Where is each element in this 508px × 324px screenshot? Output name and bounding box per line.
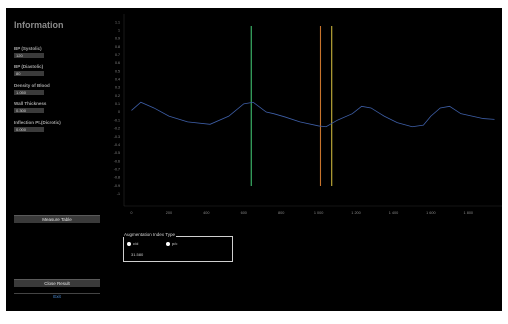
y-tick-label: -0.3 xyxy=(114,135,120,139)
x-tick-label: 1 800 xyxy=(464,211,474,215)
sidebar: Information BP (Systolic) 120 BP (Diasto… xyxy=(6,8,110,311)
information-title: Information xyxy=(14,20,64,30)
y-tick-label: -0.8 xyxy=(114,176,120,180)
radio-pc-label: p/c xyxy=(172,241,178,246)
x-tick-label: 200 xyxy=(166,211,172,215)
augmentation-legend: Augmentation Index Type xyxy=(123,232,176,237)
x-tick-label: 1 000 xyxy=(314,211,324,215)
y-tick-label: 0.4 xyxy=(115,78,120,82)
density-label: Density of Blood xyxy=(14,83,50,88)
y-tick-label: 0.5 xyxy=(115,69,120,73)
y-tick-label: 0.2 xyxy=(115,94,120,98)
wall-thickness-field[interactable]: 0.300 xyxy=(14,108,44,113)
y-tick-label: 1.1 xyxy=(115,20,120,24)
x-tick-label: 1 600 xyxy=(426,211,436,215)
bp-systolic-field[interactable]: 120 xyxy=(14,53,44,58)
augmentation-group xyxy=(123,236,233,262)
y-tick-label: 0 xyxy=(118,110,120,114)
x-tick-label: 1 400 xyxy=(389,211,399,215)
exit-button[interactable]: Exit xyxy=(14,293,100,300)
measure-table-button[interactable]: Measure Table xyxy=(14,215,100,223)
y-tick-label: 0.6 xyxy=(115,61,120,65)
bp-systolic-label: BP (Systolic) xyxy=(14,46,42,51)
y-tick-label: 0.8 xyxy=(115,45,120,49)
y-tick-label: -0.2 xyxy=(114,127,120,131)
radio-cd[interactable] xyxy=(127,242,131,246)
augmentation-value: 31.580 xyxy=(131,252,144,257)
y-tick-label: 0.7 xyxy=(115,53,120,57)
y-tick-label: -0.9 xyxy=(114,184,120,188)
y-tick-label: -1 xyxy=(117,192,120,196)
x-tick-label: 0 xyxy=(130,211,132,215)
radio-pc[interactable] xyxy=(166,242,170,246)
bp-diastolic-label: BP (Diastolic) xyxy=(14,64,44,69)
bp-diastolic-field[interactable]: 80 xyxy=(14,71,44,76)
app-window: Information BP (Systolic) 120 BP (Diasto… xyxy=(6,8,502,311)
y-tick-label: -0.6 xyxy=(114,159,120,163)
close-result-button[interactable]: Close Result xyxy=(14,279,100,287)
y-tick-label: -0.1 xyxy=(114,118,120,122)
chart-svg: 1.1 1 0.9 0.8 0.7 0.6 0.5 0.4 0.3 0.2 0.1 0 -0.1 -0.2… xyxy=(114,14,502,215)
y-tick-label: -0.4 xyxy=(114,143,120,147)
waveform-series xyxy=(131,101,495,128)
waveform-chart: 1.1 1 0.9 0.8 0.7 0.6 0.5 0.4 0.3 0.2 0.1 0 -0.1 -0.2… xyxy=(110,8,502,220)
inflection-label: Inflection Pt.(Dicrotic) xyxy=(14,120,61,125)
y-tick-label: 1 xyxy=(118,29,120,33)
y-tick-label: 0.9 xyxy=(115,37,120,41)
density-field[interactable]: 1.050 xyxy=(14,90,44,95)
radio-cd-label: c/d xyxy=(133,241,139,246)
x-tick-label: 600 xyxy=(241,211,247,215)
y-tick-label: 0.3 xyxy=(115,86,120,90)
inflection-field[interactable]: 0.000 xyxy=(14,127,44,132)
x-tick-label: 800 xyxy=(278,211,284,215)
wall-thickness-label: Wall Thickness xyxy=(14,101,47,106)
x-tick-label: 1 200 xyxy=(351,211,361,215)
y-tick-label: 0.1 xyxy=(115,102,120,106)
y-tick-label: -0.7 xyxy=(114,167,120,171)
x-tick-label: 400 xyxy=(203,211,209,215)
y-tick-label: -0.5 xyxy=(114,151,120,155)
